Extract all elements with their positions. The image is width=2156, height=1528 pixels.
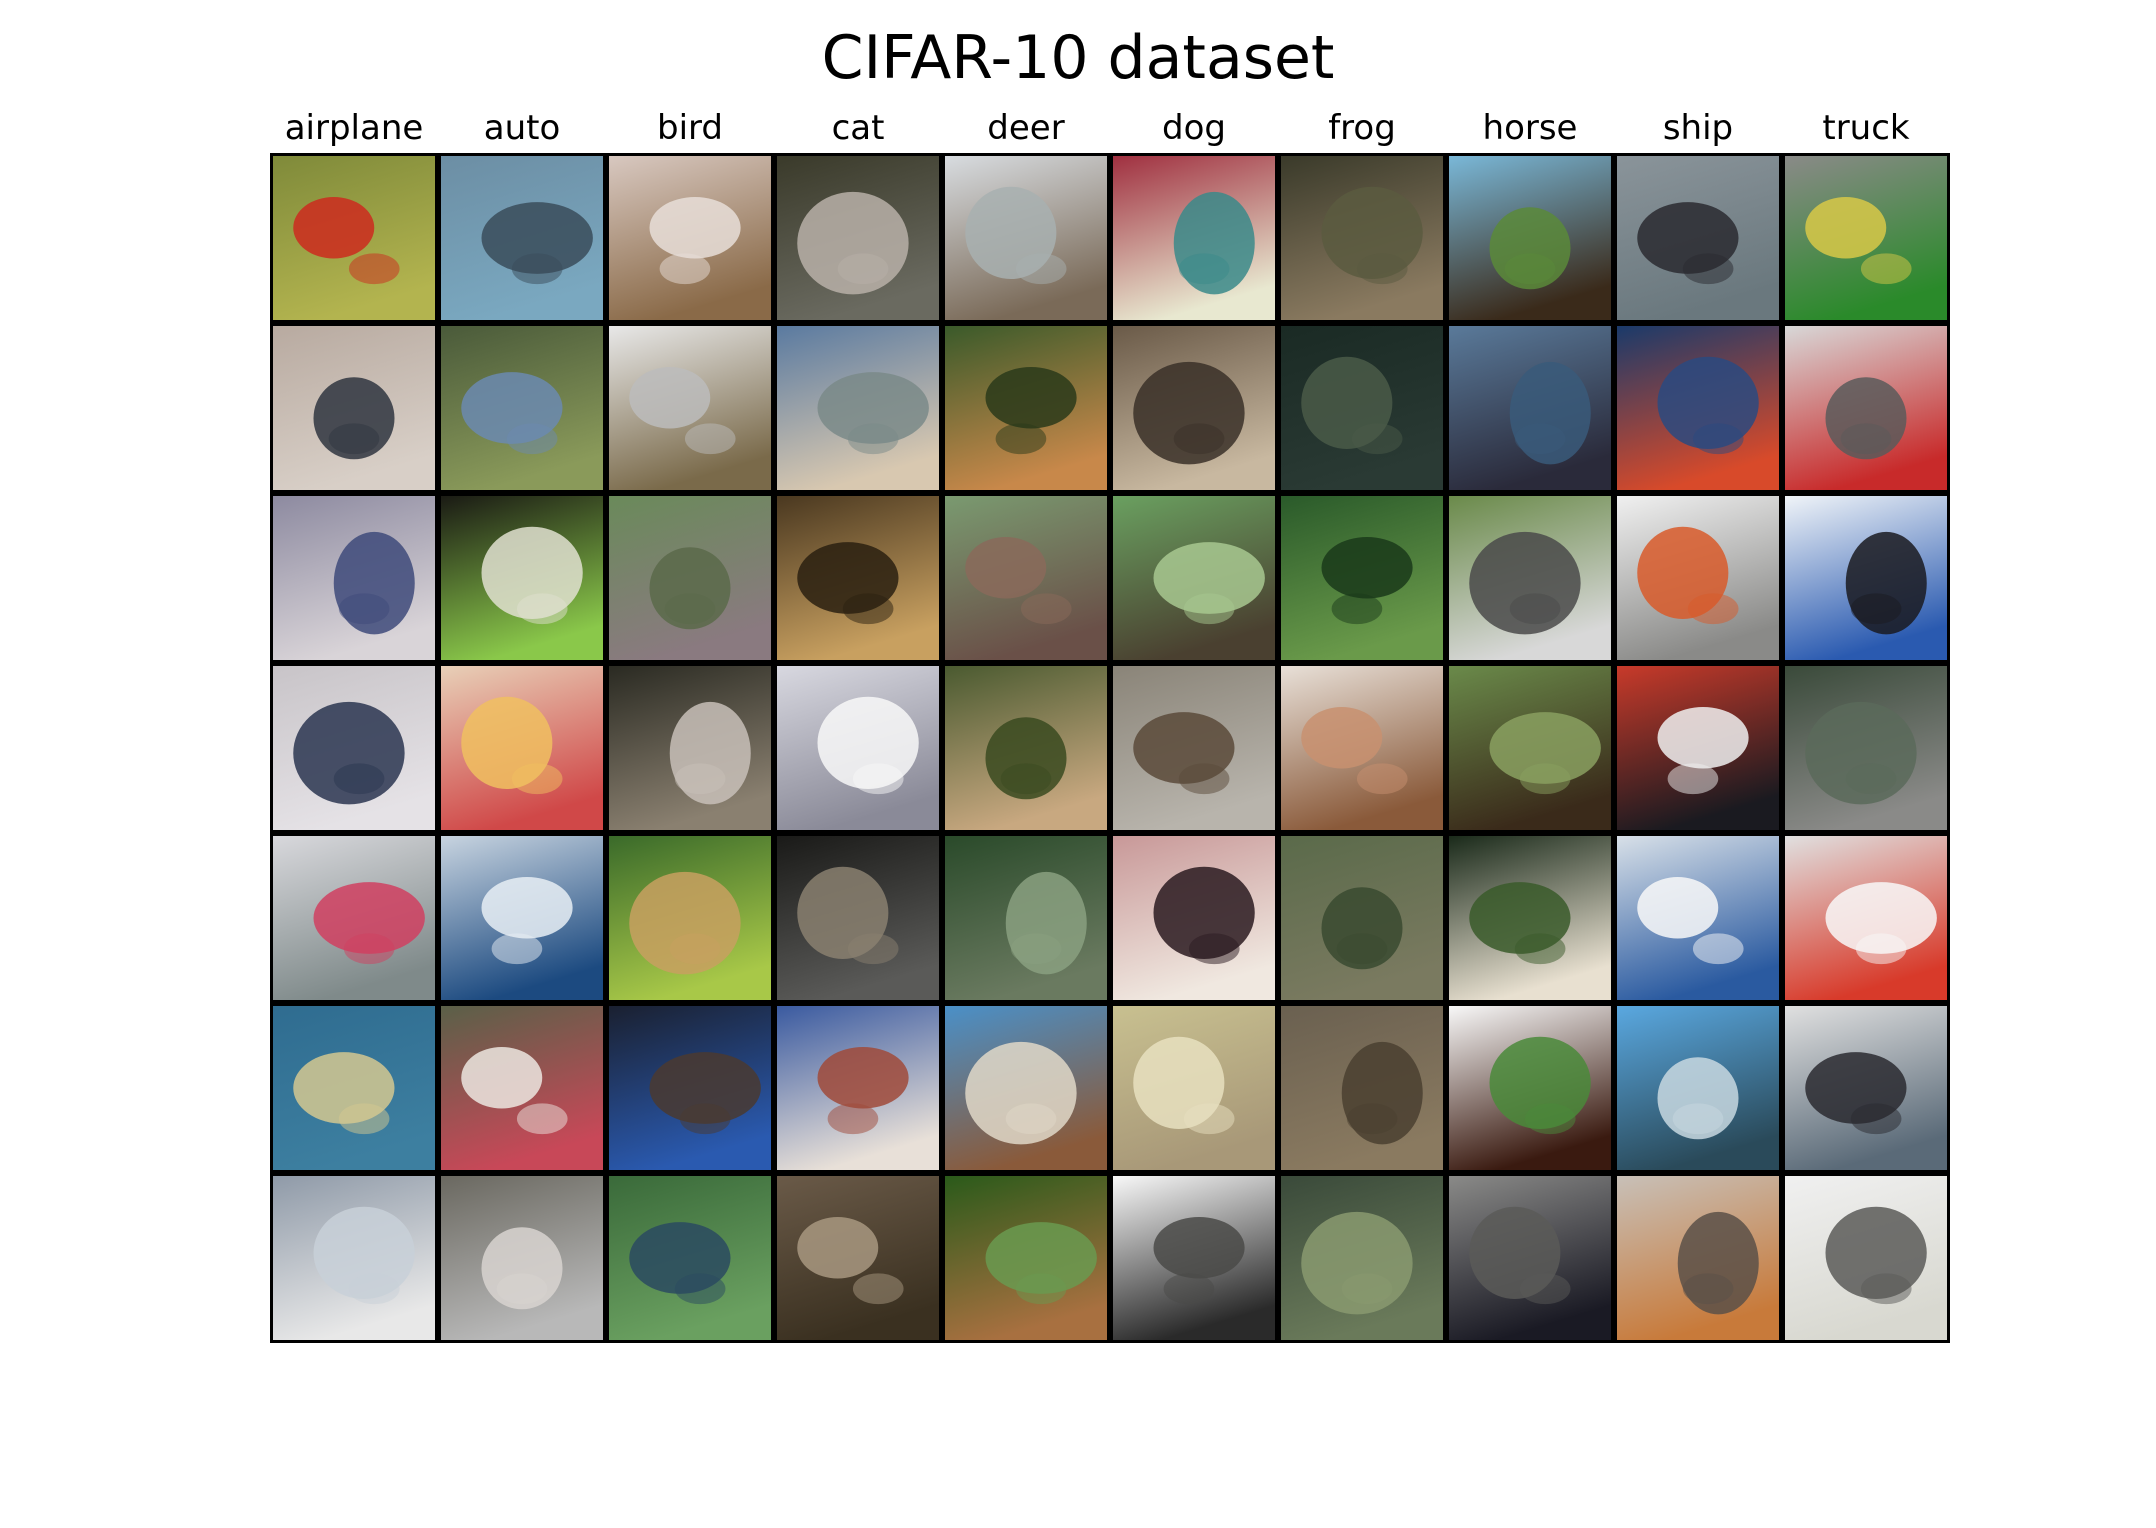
column-label-airplane: airplane [284,108,424,148]
airplane-image-2 [273,326,435,490]
deer-image-5 [945,836,1107,1000]
truck-image-6 [1785,1006,1947,1170]
ship-image-4 [1617,666,1779,830]
auto-image-2 [441,326,603,490]
airplane-image-7 [273,1176,435,1340]
cat-image-1 [777,156,939,320]
auto-image-4 [441,666,603,830]
column-label-truck: truck [1822,108,1910,148]
ship-image-7 [1617,1176,1779,1340]
truck-image-4 [1785,666,1947,830]
figure-title: CIFAR-10 dataset [821,23,1335,93]
horse-image-6 [1449,1006,1611,1170]
horse-image-4 [1449,666,1611,830]
cat-image-7 [777,1176,939,1340]
frog-image-3 [1281,496,1443,660]
deer-image-4 [945,666,1107,830]
horse-image-3 [1449,496,1611,660]
bird-image-4 [609,666,771,830]
auto-image-5 [441,836,603,1000]
frog-image-7 [1281,1176,1443,1340]
ship-image-1 [1617,156,1779,320]
column-labels: airplane auto bird cat deer dog frog horse ship t… [270,106,1950,150]
dog-image-1 [1113,156,1275,320]
airplane-image-4 [273,666,435,830]
cat-image-5 [777,836,939,1000]
bird-image-7 [609,1176,771,1340]
auto-image-3 [441,496,603,660]
dog-image-3 [1113,496,1275,660]
cat-image-2 [777,326,939,490]
truck-image-2 [1785,326,1947,490]
bird-image-5 [609,836,771,1000]
bird-image-3 [609,496,771,660]
column-label-deer: deer [987,108,1065,148]
horse-image-1 [1449,156,1611,320]
horse-image-7 [1449,1176,1611,1340]
ship-image-5 [1617,836,1779,1000]
horse-image-5 [1449,836,1611,1000]
column-label-auto: auto [483,108,561,148]
frog-image-4 [1281,666,1443,830]
dog-image-5 [1113,836,1275,1000]
dog-image-2 [1113,326,1275,490]
bird-image-6 [609,1006,771,1170]
truck-image-7 [1785,1176,1947,1340]
ship-image-2 [1617,326,1779,490]
dog-image-4 [1113,666,1275,830]
column-label-ship: ship [1662,108,1734,148]
truck-image-1 [1785,156,1947,320]
ship-image-3 [1617,496,1779,660]
column-label-dog: dog [1162,108,1226,148]
auto-image-7 [441,1176,603,1340]
airplane-image-3 [273,496,435,660]
deer-image-3 [945,496,1107,660]
truck-image-5 [1785,836,1947,1000]
image-grid [270,153,1950,1343]
airplane-image-1 [273,156,435,320]
airplane-image-5 [273,836,435,1000]
frog-image-2 [1281,326,1443,490]
column-label-bird: bird [657,108,723,148]
airplane-image-6 [273,1006,435,1170]
column-label-frog: frog [1328,108,1396,148]
ship-image-6 [1617,1006,1779,1170]
dog-image-7 [1113,1176,1275,1340]
auto-image-1 [441,156,603,320]
column-label-horse: horse [1482,108,1578,148]
dog-image-6 [1113,1006,1275,1170]
cat-image-3 [777,496,939,660]
frog-image-6 [1281,1006,1443,1170]
horse-image-2 [1449,326,1611,490]
bird-image-2 [609,326,771,490]
deer-image-6 [945,1006,1107,1170]
bird-image-1 [609,156,771,320]
frog-image-5 [1281,836,1443,1000]
auto-image-6 [441,1006,603,1170]
truck-image-3 [1785,496,1947,660]
deer-image-2 [945,326,1107,490]
column-label-cat: cat [831,108,885,148]
frog-image-1 [1281,156,1443,320]
deer-image-7 [945,1176,1107,1340]
cat-image-4 [777,666,939,830]
deer-image-1 [945,156,1107,320]
cat-image-6 [777,1006,939,1170]
